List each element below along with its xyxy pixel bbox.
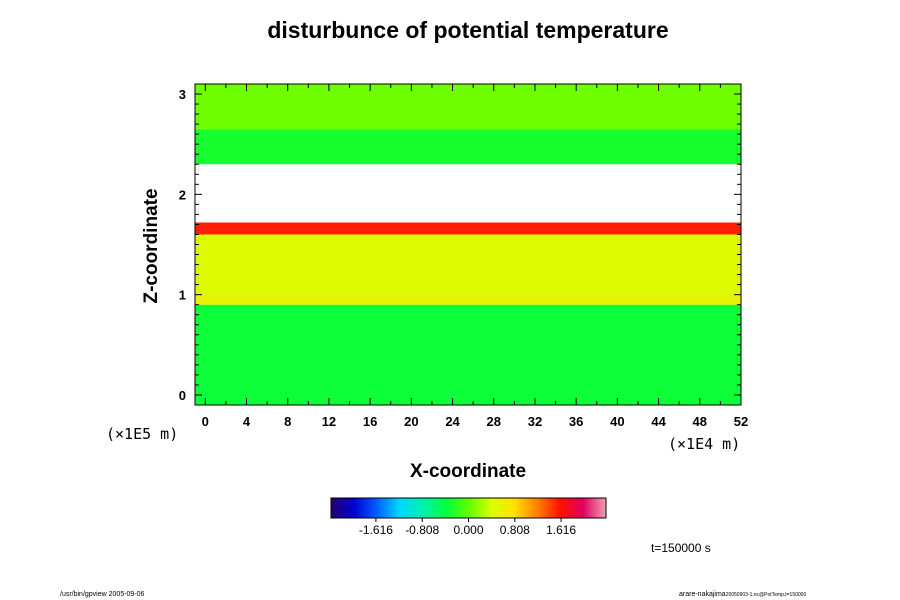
- x-tick-label: 4: [243, 414, 251, 429]
- x-tick-label: 36: [569, 414, 583, 429]
- x-axis-unit: (×1E4 m): [668, 435, 740, 453]
- y-tick-label: 3: [179, 87, 186, 102]
- colorbar-tick-labels: -1.616 -0.808 0.000 0.808 1.616: [359, 523, 577, 537]
- field-band-4: [195, 164, 741, 223]
- x-tick-label: 24: [445, 414, 460, 429]
- y-tick-label: 0: [179, 388, 186, 403]
- colorbar-tick-label: -0.808: [405, 523, 439, 537]
- y-axis-title: Z-coordinate: [141, 188, 162, 303]
- field-band-5: [195, 129, 741, 165]
- colorbar-tick-label: 0.808: [500, 523, 530, 537]
- time-label: t=150000 s: [651, 541, 711, 555]
- x-tick-label: 20: [404, 414, 418, 429]
- footer-right: arare-nakajima20050903-1.nc@PotTemp,t=15…: [679, 591, 806, 598]
- colorbar-tick-label: 1.616: [546, 523, 576, 537]
- x-tick-label: 32: [528, 414, 542, 429]
- x-tick-label: 52: [734, 414, 748, 429]
- x-tick-label: 16: [363, 414, 377, 429]
- x-tick-label: 28: [487, 414, 501, 429]
- x-tick-label: 48: [693, 414, 707, 429]
- x-tick-label: 40: [610, 414, 624, 429]
- y-tick-label: 1: [179, 288, 186, 303]
- footer-right-small: 20050903-1.nc@PotTemp,t=150000: [726, 592, 807, 598]
- colorbar-tick-label: -1.616: [359, 523, 393, 537]
- footer-left: /usr/bin/gpview 2005-09-06: [60, 591, 145, 598]
- x-tick-labels: 0 4 8 12 16 20 24 28 32 36 40 44 48 52: [202, 414, 749, 429]
- colorbar: -1.616 -0.808 0.000 0.808 1.616: [330, 497, 607, 537]
- field-band-6: [195, 84, 741, 130]
- x-axis-title: X-coordinate: [410, 461, 526, 482]
- y-tick-labels: 0 1 2 3: [179, 87, 186, 403]
- field-band-1: [195, 294, 741, 305]
- colorbar-tick-label: 0.000: [453, 523, 483, 537]
- x-tick-label: 12: [322, 414, 336, 429]
- field-band-2: [195, 234, 741, 295]
- field-band-3: [195, 222, 741, 235]
- chart-title: disturbunce of potential temperature: [267, 17, 668, 43]
- x-tick-label: 8: [284, 414, 291, 429]
- footer-right-main: arare-nakajima: [679, 591, 726, 598]
- field-band-0: [195, 304, 741, 405]
- x-tick-label: 0: [202, 414, 209, 429]
- colorbar-ticks: [375, 518, 562, 522]
- y-tick-label: 2: [179, 187, 186, 202]
- colorbar-gradient: [330, 497, 607, 519]
- y-axis-unit: (×1E5 m): [106, 425, 178, 443]
- axis-ticks: [195, 84, 742, 405]
- heatmap-field: [195, 84, 741, 405]
- x-tick-label: 44: [651, 414, 666, 429]
